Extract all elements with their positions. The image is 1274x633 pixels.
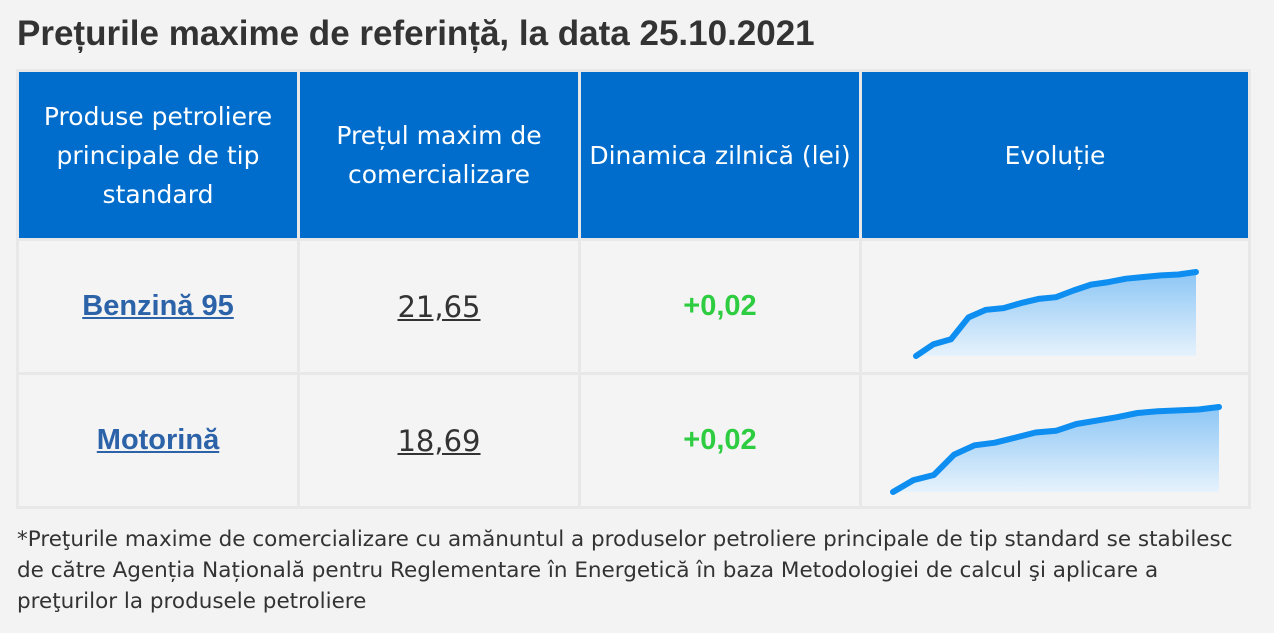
- evolution-cell: [859, 238, 1251, 375]
- daily-change-value: +0,02: [683, 424, 757, 456]
- daily-change-value: +0,02: [683, 290, 757, 322]
- sparkline-chart[interactable]: [862, 378, 1251, 503]
- product-link-motorina[interactable]: Motorină: [96, 424, 220, 456]
- change-cell: +0,02: [578, 372, 862, 509]
- product-link-benzina-95[interactable]: Benzină 95: [82, 290, 234, 322]
- header-change: Dinamica zilnică (lei): [578, 69, 862, 241]
- page-title: Prețurile maxime de referință, la data 2…: [17, 14, 815, 53]
- header-product: Produse petroliere principale de tip sta…: [16, 69, 300, 241]
- reference-prices-table: Produse petroliere principale de tip sta…: [16, 69, 1251, 509]
- product-cell: Benzină 95: [16, 238, 300, 375]
- evolution-cell: [859, 372, 1251, 509]
- table-row: Benzină 95 21,65 +0,02: [16, 238, 1251, 375]
- price-link-benzina-95[interactable]: 21,65: [397, 289, 481, 324]
- header-price: Prețul maxim de comercializare: [297, 69, 581, 241]
- table-header-row: Produse petroliere principale de tip sta…: [16, 69, 1251, 241]
- table-row: Motorină 18,69 +0,02: [16, 372, 1251, 509]
- price-cell: 18,69: [297, 372, 581, 509]
- change-cell: +0,02: [578, 238, 862, 375]
- price-cell: 21,65: [297, 238, 581, 375]
- sparkline-line: [913, 269, 1199, 359]
- sparkline-area: [916, 272, 1196, 356]
- price-link-motorina[interactable]: 18,69: [397, 423, 481, 458]
- sparkline-line: [890, 404, 1222, 495]
- product-cell: Motorină: [16, 372, 300, 509]
- sparkline-area: [893, 407, 1219, 492]
- header-evolution: Evoluție: [859, 69, 1251, 241]
- footnote: *Preţurile maxime de comercializare cu a…: [17, 527, 1233, 614]
- sparkline-chart[interactable]: [862, 244, 1251, 369]
